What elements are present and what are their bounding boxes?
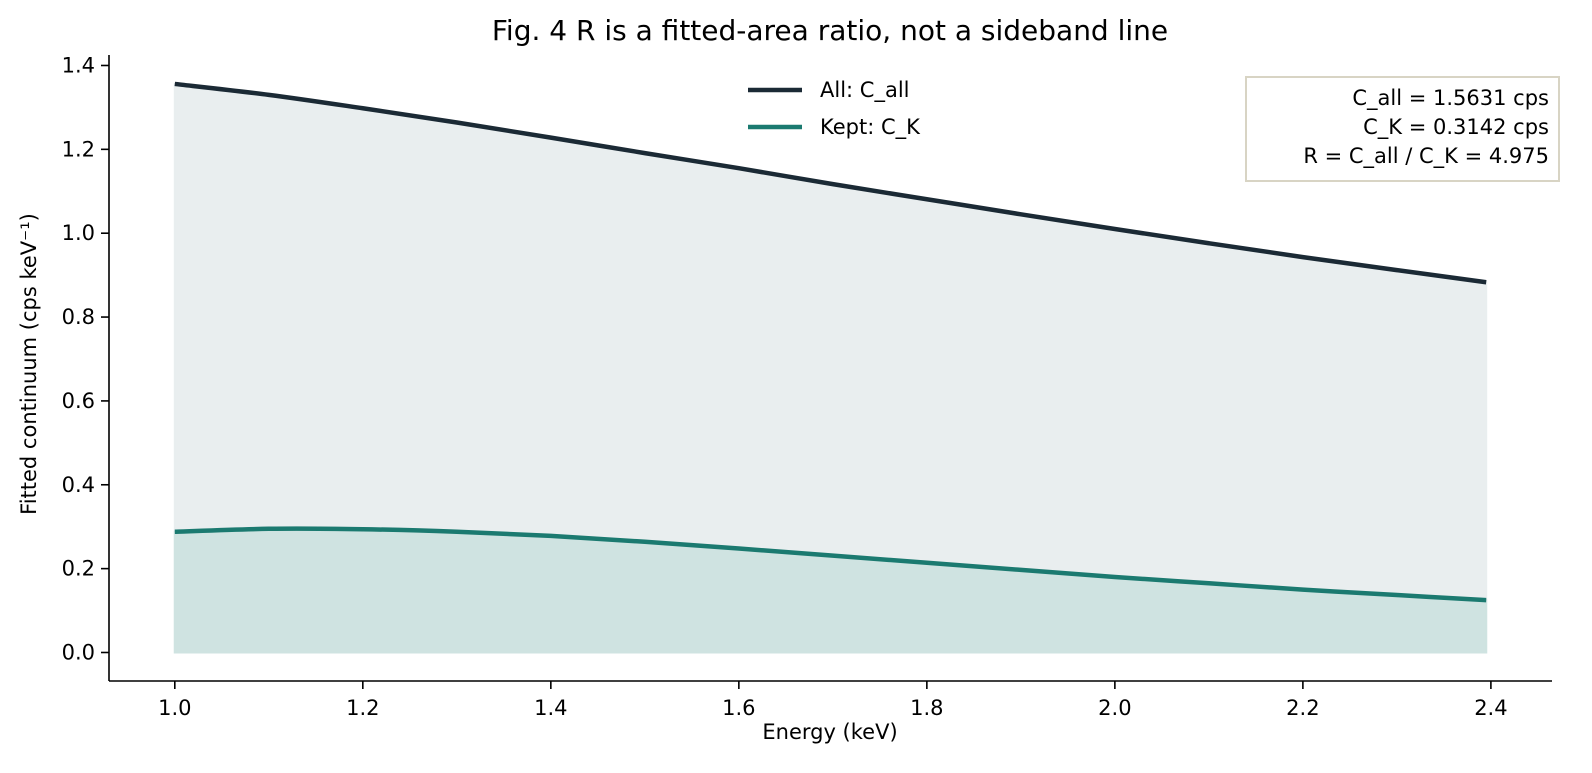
annotation-line: C_K = 0.3142 cps xyxy=(1363,115,1549,140)
x-tick-label: 2.0 xyxy=(1098,696,1131,720)
y-axis-label: Fitted continuum (cps keV⁻¹) xyxy=(17,213,41,515)
y-tick-label: 0.0 xyxy=(62,640,95,664)
legend: All: C_all Kept: C_K xyxy=(748,78,921,140)
chart-title: Fig. 4 R is a fitted-area ratio, not a s… xyxy=(492,14,1168,47)
x-tick-label: 1.0 xyxy=(158,696,191,720)
legend-label: All: C_all xyxy=(820,78,910,103)
legend-label: Kept: C_K xyxy=(820,115,921,140)
annotation-frame xyxy=(1245,76,1560,182)
x-axis-label: Energy (keV) xyxy=(762,720,897,744)
y-tick-label: 1.4 xyxy=(62,53,95,77)
series-line-all-c-all xyxy=(174,81,1487,285)
x-tick-label: 1.2 xyxy=(346,696,379,720)
x-tick-label: 1.8 xyxy=(910,696,943,720)
annotation-box: C_all = 1.5631 cps C_K = 0.3142 cps R = C_… xyxy=(1245,76,1560,182)
axes xyxy=(108,55,1552,682)
y-tick-label: 0.4 xyxy=(62,473,95,497)
x-tick-label: 1.4 xyxy=(534,696,567,720)
series-lines xyxy=(174,81,1487,603)
y-tick-label: 0.8 xyxy=(62,305,95,329)
y-tick-label: 1.2 xyxy=(62,137,95,161)
y-ticks: 0.0 0.2 0.4 0.6 0.8 1.0 1.2 1.4 xyxy=(62,53,109,664)
y-tick-label: 1.0 xyxy=(62,221,95,245)
x-tick-label: 1.6 xyxy=(722,696,755,720)
x-tick-label: 2.4 xyxy=(1474,696,1507,720)
annotation-line: R = C_all / C_K = 4.975 xyxy=(1303,144,1549,169)
annotation-line: C_all = 1.5631 cps xyxy=(1352,86,1549,111)
y-tick-label: 0.6 xyxy=(62,389,95,413)
x-tick-label: 2.2 xyxy=(1286,696,1319,720)
y-tick-label: 0.2 xyxy=(62,557,95,581)
series-line-kept-c-k xyxy=(174,526,1487,603)
x-ticks: 1.0 1.2 1.4 1.6 1.8 2.0 2.2 2.4 xyxy=(158,681,1508,720)
